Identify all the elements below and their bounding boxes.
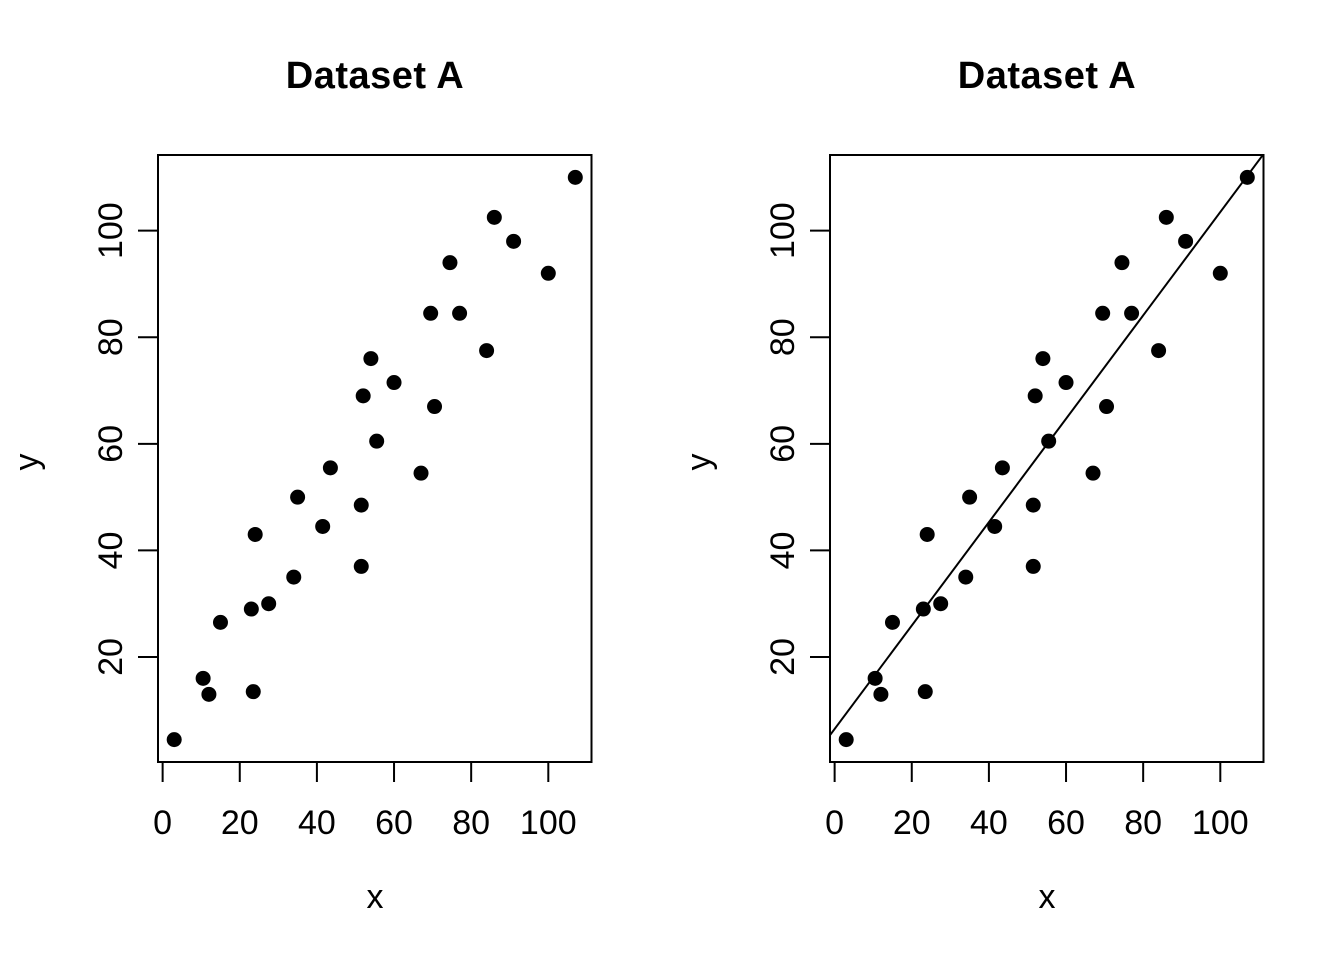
data-point	[1124, 305, 1140, 321]
data-points	[166, 169, 583, 748]
x-tick-label: 100	[1192, 804, 1249, 842]
data-point	[867, 670, 883, 686]
data-point	[1035, 351, 1051, 367]
data-point	[1095, 305, 1111, 321]
data-point	[243, 601, 259, 617]
y-axis: 20 40 60 80 100	[764, 202, 830, 676]
x-tick-label: 40	[298, 804, 336, 842]
y-tick-label: 100	[92, 202, 130, 259]
data-point	[838, 732, 854, 748]
y-tick-label: 20	[92, 638, 130, 676]
data-point	[1025, 558, 1041, 574]
panel-scatter-plain: 0 20 40 60 80 100 20 40 60 80 100 Dataset A x y	[8, 55, 593, 916]
data-point	[994, 460, 1010, 476]
data-point	[1041, 433, 1057, 449]
data-point	[917, 684, 933, 700]
x-axis: 0 20 40 60 80 100	[825, 762, 1249, 842]
data-point	[1025, 497, 1041, 513]
data-point	[166, 732, 182, 748]
data-point	[195, 670, 211, 686]
data-point	[245, 684, 261, 700]
y-axis-label: y	[8, 453, 46, 471]
data-point	[987, 518, 1003, 534]
data-point	[442, 255, 458, 271]
x-tick-label: 80	[452, 804, 490, 842]
y-axis: 20 40 60 80 100	[92, 202, 158, 676]
data-point	[290, 489, 306, 505]
data-point	[933, 596, 949, 612]
data-point	[873, 686, 889, 702]
x-tick-label: 80	[1124, 804, 1162, 842]
y-tick-label: 100	[764, 202, 802, 259]
data-points	[838, 169, 1255, 748]
data-point	[386, 375, 402, 391]
scatter-plot-svg: 0 20 40 60 80 100 20 40 60 80 100	[92, 154, 593, 842]
x-axis-label: x	[366, 878, 384, 916]
y-tick-label: 80	[92, 318, 130, 356]
x-tick-label: 20	[893, 804, 931, 842]
data-point	[1239, 169, 1255, 185]
plot-title: Dataset A	[285, 55, 465, 97]
data-point	[355, 388, 371, 404]
x-axis: 0 20 40 60 80 100	[153, 762, 577, 842]
x-tick-label: 60	[375, 804, 413, 842]
data-point	[884, 614, 900, 630]
data-point	[247, 526, 263, 542]
data-point	[353, 558, 369, 574]
plot-title: Dataset A	[957, 55, 1137, 97]
data-point	[1099, 399, 1115, 415]
x-axis-label: x	[1038, 878, 1056, 916]
data-point	[427, 399, 443, 415]
data-point	[363, 351, 379, 367]
data-point	[506, 233, 522, 249]
y-tick-label: 60	[92, 425, 130, 463]
x-tick-label: 0	[153, 804, 172, 842]
x-tick-label: 0	[825, 804, 844, 842]
y-tick-label: 40	[92, 532, 130, 570]
scatter-plot-svg: 0 20 40 60 80 100 20 40 60 80 100	[764, 154, 1265, 842]
x-tick-label: 20	[221, 804, 259, 842]
x-tick-label: 100	[520, 804, 577, 842]
y-tick-label: 40	[764, 532, 802, 570]
data-point	[540, 265, 556, 281]
data-point	[1212, 265, 1228, 281]
data-point	[1085, 465, 1101, 481]
data-point	[315, 518, 331, 534]
data-point	[1178, 233, 1194, 249]
data-point	[353, 497, 369, 513]
data-point	[958, 569, 974, 585]
data-point	[567, 169, 583, 185]
x-tick-label: 40	[970, 804, 1008, 842]
data-point	[1114, 255, 1130, 271]
data-point	[486, 209, 502, 225]
y-tick-label: 20	[764, 638, 802, 676]
data-point	[1151, 343, 1167, 359]
data-point	[1058, 375, 1074, 391]
data-point	[1027, 388, 1043, 404]
data-point	[915, 601, 931, 617]
data-point	[452, 305, 468, 321]
data-point	[212, 614, 228, 630]
x-tick-label: 60	[1047, 804, 1085, 842]
data-point	[479, 343, 495, 359]
data-point	[919, 526, 935, 542]
data-point	[413, 465, 429, 481]
data-point	[201, 686, 217, 702]
panel-scatter-with-fit: 0 20 40 60 80 100 20 40 60 80 100 Dataset A x y	[672, 0, 1344, 960]
y-tick-label: 80	[764, 318, 802, 356]
data-point	[261, 596, 277, 612]
data-point	[369, 433, 385, 449]
data-point	[322, 460, 338, 476]
plot-box	[829, 154, 1265, 763]
data-point	[286, 569, 302, 585]
plot-box	[157, 154, 593, 763]
y-axis-label: y	[680, 453, 718, 471]
data-point	[423, 305, 439, 321]
data-point	[1158, 209, 1174, 225]
y-tick-label: 60	[764, 425, 802, 463]
data-point	[962, 489, 978, 505]
